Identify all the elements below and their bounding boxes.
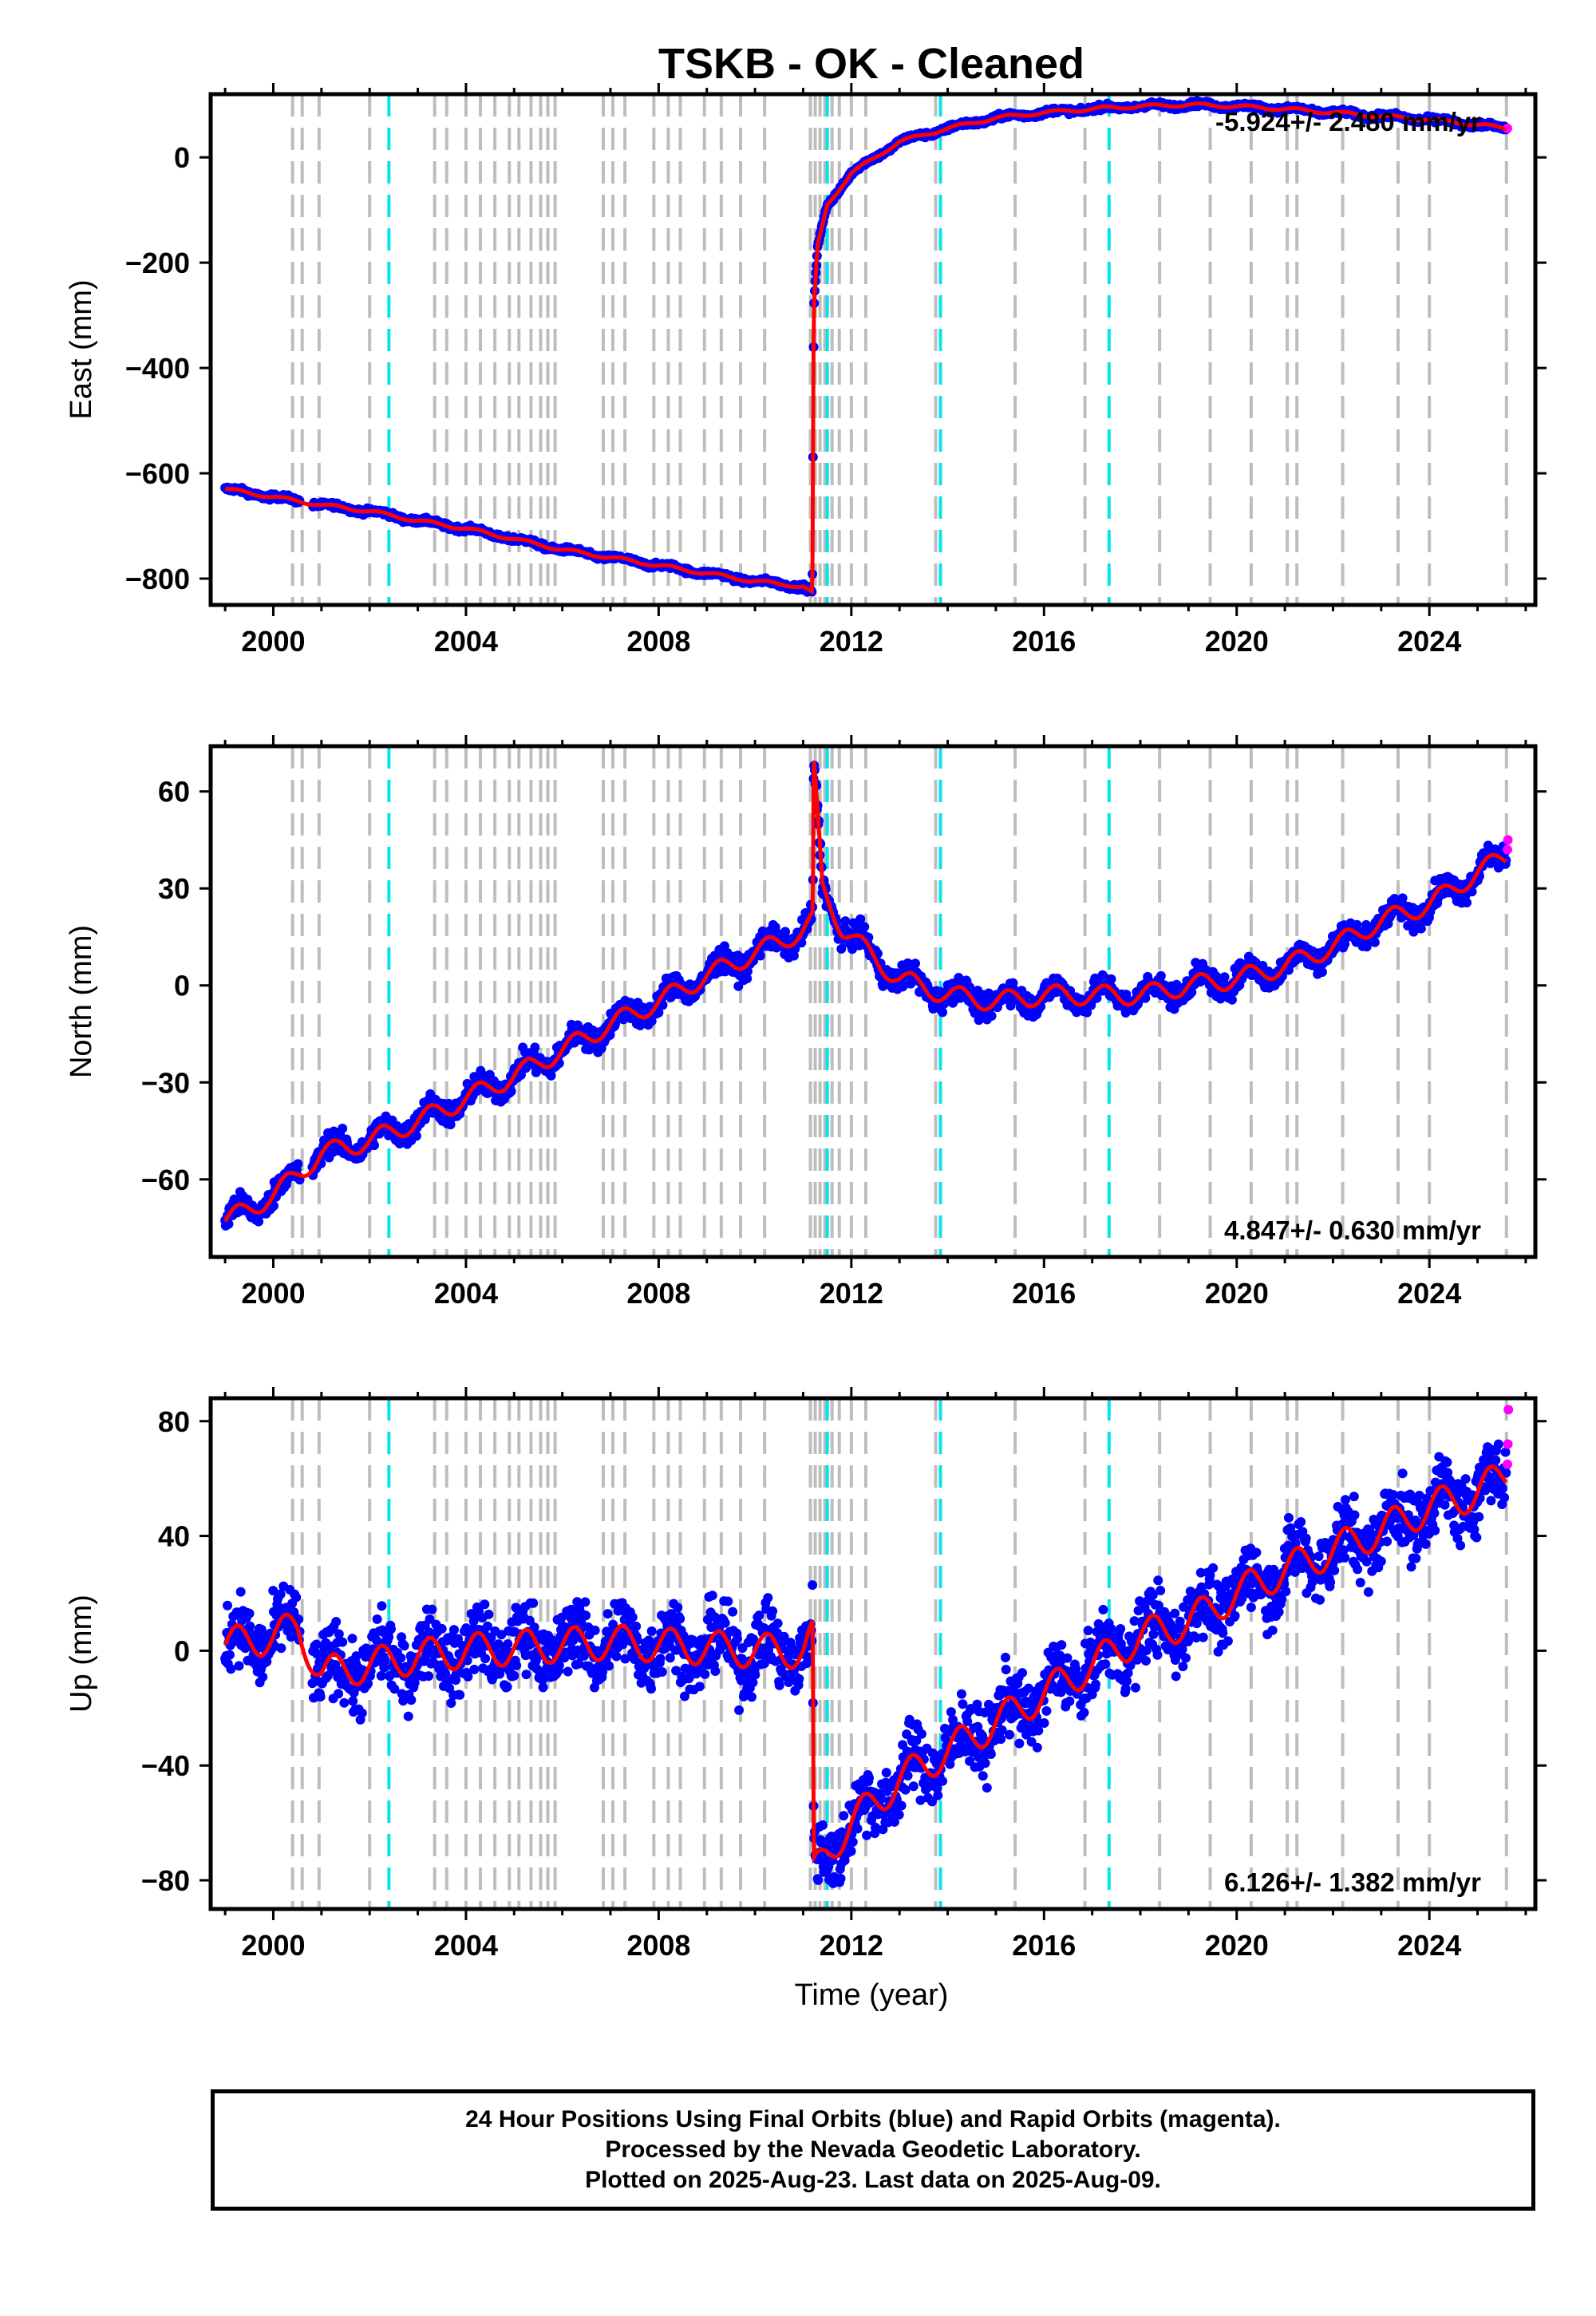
final-orbit-point <box>338 1637 348 1647</box>
final-orbit-point <box>384 1632 394 1642</box>
final-orbit-point <box>840 916 851 927</box>
x-tick-label: 2024 <box>1397 625 1461 658</box>
y-tick-label: 0 <box>174 970 190 1002</box>
final-orbit-point <box>293 1159 303 1169</box>
final-orbit-point <box>338 1124 348 1134</box>
final-orbit-point <box>254 1216 264 1227</box>
chart-title: TSKB - OK - Cleaned <box>658 40 1084 88</box>
final-orbit-point <box>377 1601 387 1611</box>
y-tick-label: −200 <box>125 247 190 279</box>
final-orbit-point <box>1369 937 1380 947</box>
plot-area <box>220 746 1513 1257</box>
final-orbit-point <box>1317 967 1327 978</box>
rate-label: 4.847+/- 0.630 mm/yr <box>1224 1215 1481 1245</box>
y-tick-label: −60 <box>141 1164 190 1196</box>
x-tick-label: 2004 <box>434 625 498 658</box>
final-orbit-point <box>859 922 870 932</box>
final-orbit-point <box>258 1672 268 1682</box>
final-orbit-point <box>223 1600 233 1611</box>
y-tick-label: −800 <box>125 563 190 595</box>
final-orbit-point <box>1462 897 1472 907</box>
final-orbit-point <box>386 1624 397 1634</box>
plot-frame <box>208 92 1538 607</box>
final-orbit-point <box>380 1655 390 1666</box>
y-tick-label: 60 <box>158 776 190 808</box>
final-orbit-point <box>1156 970 1166 981</box>
final-orbit-point <box>357 1708 367 1718</box>
final-orbit-point <box>910 958 920 969</box>
final-orbit-point <box>276 1643 286 1654</box>
final-orbit-point <box>291 1592 302 1603</box>
final-orbit-point <box>348 1696 358 1706</box>
final-orbit-point <box>331 1617 342 1627</box>
x-tick-label: 2020 <box>1205 625 1269 658</box>
x-tick-label: 2020 <box>1205 1277 1269 1310</box>
panel-east: −800 −600 −400 −200 0 2000 2004 2008 2012 2016 202… <box>65 83 1547 658</box>
x-tick-label: 2000 <box>241 1277 305 1310</box>
final-orbit-point <box>235 1587 246 1597</box>
final-orbit-point <box>1227 994 1237 1005</box>
y-tick-label: 0 <box>174 141 190 174</box>
x-tick-label: 2004 <box>434 1277 498 1310</box>
y-tick-label: −30 <box>141 1066 190 1099</box>
final-orbit-point <box>938 1007 948 1018</box>
final-orbit-point <box>334 1689 344 1699</box>
y-tick-label: −400 <box>125 352 190 385</box>
x-tick-label: 2016 <box>1012 625 1076 658</box>
rate-label: -5.924+/- 2.480 mm/yr <box>1215 107 1481 136</box>
x-tick-label: 2016 <box>1012 1277 1076 1310</box>
panel-north: −60 −30 0 30 60 2000 2004 2008 2012 2016 2020 2024 N… <box>65 735 1547 1310</box>
plot-area <box>220 94 1512 605</box>
final-orbit-point <box>234 1661 244 1671</box>
x-tick-label: 2000 <box>241 625 305 658</box>
final-orbit-point <box>315 1692 326 1702</box>
y-tick-label: −600 <box>125 457 190 490</box>
final-orbit-point <box>1106 974 1116 984</box>
final-orbit-point <box>339 1697 350 1708</box>
final-orbit-point <box>986 1010 997 1021</box>
plot-area <box>220 1398 1514 1909</box>
rapid-orbit-point <box>1503 835 1513 845</box>
final-orbit-point <box>411 1131 421 1141</box>
y-tick-label: 30 <box>158 872 190 905</box>
x-tick-label: 2008 <box>626 625 690 658</box>
y-axis-label: East (mm) <box>65 279 98 419</box>
x-tick-label: 2012 <box>820 1277 883 1310</box>
plot-frame <box>208 744 1538 1259</box>
final-orbit-point <box>530 1042 540 1053</box>
final-orbit-point <box>244 1608 255 1618</box>
final-orbit-point <box>224 1650 235 1660</box>
x-tick-label: 2008 <box>626 1277 690 1310</box>
y-axis-label: North (mm) <box>65 925 98 1078</box>
final-orbit-point <box>245 1621 255 1631</box>
final-orbit-point <box>372 1614 382 1624</box>
final-orbit-point <box>347 1634 358 1644</box>
x-tick-label: 2024 <box>1397 1277 1461 1310</box>
x-tick-label: 2012 <box>820 625 883 658</box>
rapid-orbit-point <box>1502 844 1512 855</box>
final-orbit-point <box>1219 972 1230 982</box>
